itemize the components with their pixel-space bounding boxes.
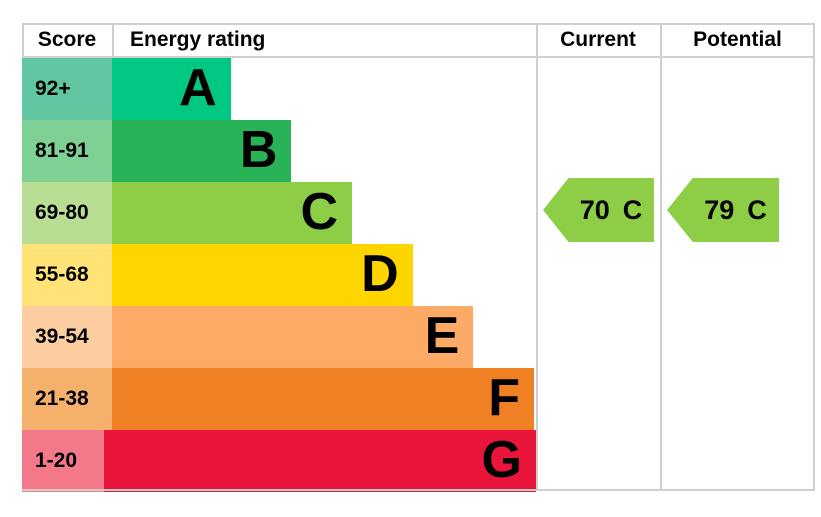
band-row-b: 81-91 B <box>22 120 536 182</box>
band-bar-f: F <box>112 368 534 430</box>
table-right-border <box>813 23 815 491</box>
score-column-divider <box>112 23 114 58</box>
potential-rating-band: C <box>747 194 767 225</box>
band-rows: 92+ A 81-91 B 69-80 C 55-68 D 39-54 E 21… <box>22 58 536 492</box>
table-bottom-border <box>22 489 815 491</box>
current-rating-arrow: 70 C <box>543 178 654 242</box>
potential-rating-arrow: 79 C <box>667 178 779 242</box>
band-bar-c: C <box>112 182 353 244</box>
header-bottom-border <box>22 56 815 58</box>
band-row-f: 21-38 F <box>22 368 536 430</box>
score-range-a: 92+ <box>22 58 112 120</box>
band-row-a: 92+ A <box>22 58 536 120</box>
band-row-g: 1-20 G <box>22 430 536 492</box>
band-row-c: 69-80 C <box>22 182 536 244</box>
rating-column-divider <box>536 23 538 491</box>
current-rating-band: C <box>622 194 643 225</box>
score-range-d: 55-68 <box>22 244 112 306</box>
band-bar-a: A <box>112 58 231 120</box>
score-range-b: 81-91 <box>22 120 112 182</box>
current-rating-value: 70 <box>579 194 610 225</box>
header-potential: Potential <box>693 28 782 51</box>
table-top-border <box>22 23 815 25</box>
band-bar-e: E <box>112 306 474 368</box>
band-bar-b: B <box>112 120 292 182</box>
band-row-e: 39-54 E <box>22 306 536 368</box>
score-range-f: 21-38 <box>22 368 112 430</box>
band-bar-d: D <box>112 244 413 306</box>
score-range-c: 69-80 <box>22 182 112 244</box>
band-bar-g: G <box>103 430 536 492</box>
band-row-d: 55-68 D <box>22 244 536 306</box>
potential-rating-value: 79 <box>704 194 735 225</box>
current-column-divider <box>660 23 662 491</box>
score-range-g: 1-20 <box>22 430 104 492</box>
header-score: Score <box>37 28 97 51</box>
table-header-row: Score Energy rating Current Potential <box>22 23 815 56</box>
epc-table: Score Energy rating Current Potential 92… <box>22 23 815 492</box>
header-left-border <box>22 23 24 58</box>
header-energy-rating: Energy rating <box>130 28 266 51</box>
score-range-e: 39-54 <box>22 306 112 368</box>
header-current: Current <box>560 28 636 51</box>
